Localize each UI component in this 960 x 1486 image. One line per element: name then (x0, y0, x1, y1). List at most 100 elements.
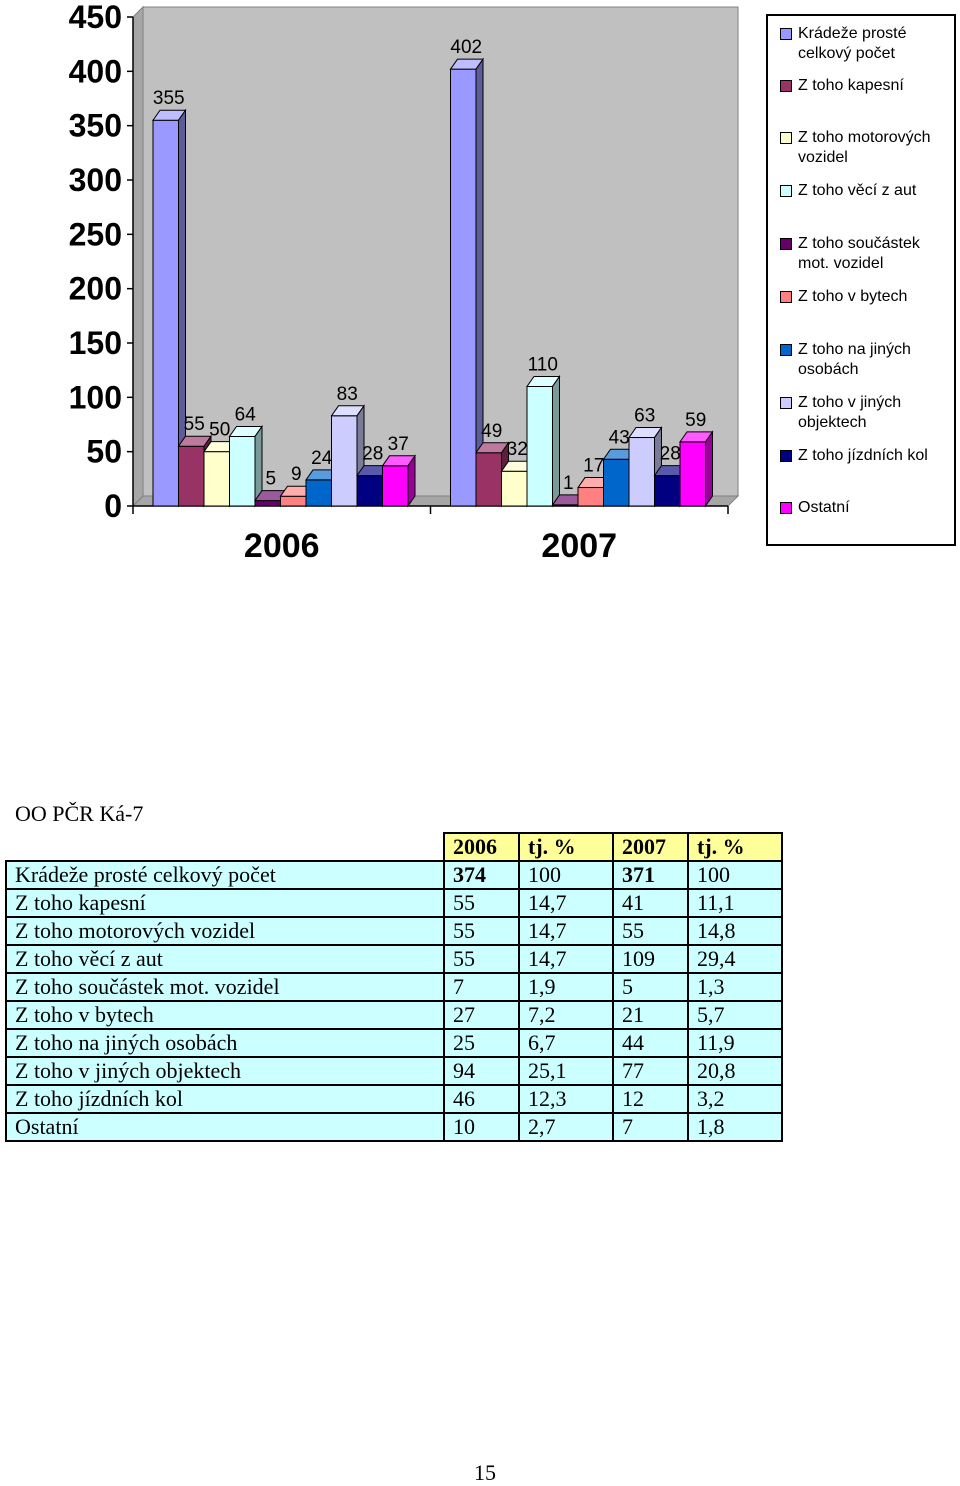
bar-front (577, 487, 604, 507)
bar-front (679, 441, 706, 507)
bar-value-label: 63 (634, 406, 655, 427)
bar-front (229, 435, 256, 507)
legend-swatch (780, 80, 792, 92)
bar-front (475, 452, 502, 507)
bar-front (331, 415, 358, 507)
percent-2006-cell: 100 (518, 860, 614, 890)
x-tick-label: 2006 (244, 527, 320, 565)
legend-item: Z toho v jiných objektech (780, 393, 952, 433)
table-corner-cell (6, 833, 444, 861)
bar-value-label: 5 (265, 469, 276, 490)
bar-value-label: 55 (184, 414, 205, 435)
legend-label: Z toho jízdních kol (798, 447, 928, 464)
percent-2007-cell: 20,8 (687, 1056, 783, 1086)
legend-swatch (780, 291, 792, 303)
value-2007-cell: 77 (612, 1056, 689, 1086)
plot-side-wall (132, 5, 144, 508)
bar-side (407, 454, 416, 508)
row-label-cell: Krádeže prosté celkový počet (5, 860, 445, 890)
legend-label: Z toho motorových vozidel (798, 129, 931, 166)
bar-value-label: 355 (153, 88, 185, 109)
bar-front (603, 458, 630, 507)
table-row: Z toho v bytech 27 7,2 21 5,7 (5, 1000, 783, 1030)
legend-item: Z toho věcí z aut (780, 181, 952, 201)
bar-value-label: 64 (235, 404, 257, 425)
bar-value-label: 37 (388, 434, 409, 455)
value-2006-cell: 374 (443, 860, 520, 890)
bar-front (305, 479, 332, 507)
bar-value-label: 49 (481, 421, 502, 442)
y-tick-label: 400 (69, 53, 122, 89)
value-2007-cell: 44 (612, 1028, 689, 1058)
row-label-cell: Ostatní (5, 1112, 445, 1142)
percent-2007-cell: 29,4 (687, 944, 783, 974)
bar-value-label: 17 (583, 456, 604, 477)
legend-label: Z toho v bytech (798, 288, 908, 305)
unit-title: OO PČR Ká-7 (15, 801, 144, 826)
legend-item: Z toho v bytech (780, 287, 952, 307)
percent-2007-cell: 14,8 (687, 916, 783, 946)
legend-swatch (780, 344, 792, 356)
bar-value-label: 83 (337, 384, 358, 405)
value-2006-cell: 55 (443, 944, 520, 974)
percent-2006-cell: 25,1 (518, 1056, 614, 1086)
header-2007: 2007 (612, 832, 689, 862)
y-tick-label: 200 (69, 271, 122, 307)
legend-label: Krádeže prosté celkový počet (798, 25, 907, 62)
y-tick-label: 350 (69, 108, 122, 144)
percent-2007-cell: 1,8 (687, 1112, 783, 1142)
bar-front (501, 470, 528, 507)
y-tick-label: 250 (69, 216, 122, 252)
value-2006-cell: 7 (443, 972, 520, 1002)
legend-swatch (780, 28, 792, 40)
y-tick-label: 0 (104, 488, 122, 524)
table-row: Z toho na jiných osobách 25 6,7 44 11,9 (5, 1028, 783, 1058)
bar-value-label: 1 (563, 473, 574, 494)
bar-front (152, 119, 179, 507)
value-2007-cell: 5 (612, 972, 689, 1002)
header-percent-2006: tj. % (518, 832, 614, 862)
legend-swatch (780, 502, 792, 514)
legend-item: Z toho jízdních kol (780, 446, 952, 466)
bar-side (552, 374, 560, 508)
percent-2007-cell: 3,2 (687, 1084, 783, 1114)
legend-swatch (780, 450, 792, 462)
value-2007-cell: 109 (612, 944, 689, 974)
legend-swatch (780, 397, 792, 409)
row-label-cell: Z toho v jiných objektech (5, 1056, 445, 1086)
percent-2006-cell: 2,7 (518, 1112, 614, 1142)
legend-swatch (780, 185, 792, 197)
y-tick-label: 150 (69, 325, 122, 361)
bar-front (356, 475, 383, 507)
bar-front (382, 465, 409, 507)
value-2006-cell: 27 (443, 1000, 520, 1030)
value-2007-cell: 41 (612, 888, 689, 918)
bar-value-label: 24 (311, 448, 333, 469)
percent-2007-cell: 11,1 (687, 888, 783, 918)
bar-value-label: 32 (507, 439, 528, 460)
bar-front (178, 445, 205, 507)
legend-swatch (780, 132, 792, 144)
legend-label: Z toho součástek mot. vozidel (798, 235, 920, 272)
value-2007-cell: 7 (612, 1112, 689, 1142)
chart-legend: Krádeže prosté celkový počet Z toho kapes… (766, 14, 956, 546)
y-tick-label: 50 (86, 434, 122, 470)
table-row: Ostatní 10 2,7 7 1,8 (5, 1112, 783, 1142)
row-label-cell: Z toho na jiných osobách (5, 1028, 445, 1058)
percent-2007-cell: 100 (687, 860, 783, 890)
legend-item: Z toho motorových vozidel (780, 128, 952, 168)
table-row: Z toho součástek mot. vozidel 7 1,9 5 1,3 (5, 972, 783, 1002)
legend-item: Z toho kapesní (780, 76, 952, 96)
y-tick-label: 450 (69, 0, 122, 35)
table-row: Z toho kapesní 55 14,7 41 11,1 (5, 888, 783, 918)
percent-2007-cell: 11,9 (687, 1028, 783, 1058)
legend-item: Z toho součástek mot. vozidel (780, 234, 952, 274)
bar-value-label: 28 (660, 444, 681, 465)
y-tick-label: 300 (69, 162, 122, 198)
header-2006: 2006 (443, 832, 520, 862)
table-row: Z toho v jiných objektech 94 25,1 77 20,8 (5, 1056, 783, 1086)
bar-value-label: 59 (685, 410, 706, 431)
percent-2006-cell: 14,7 (518, 888, 614, 918)
bar-value-label: 402 (450, 37, 482, 58)
legend-label: Ostatní (798, 499, 850, 516)
